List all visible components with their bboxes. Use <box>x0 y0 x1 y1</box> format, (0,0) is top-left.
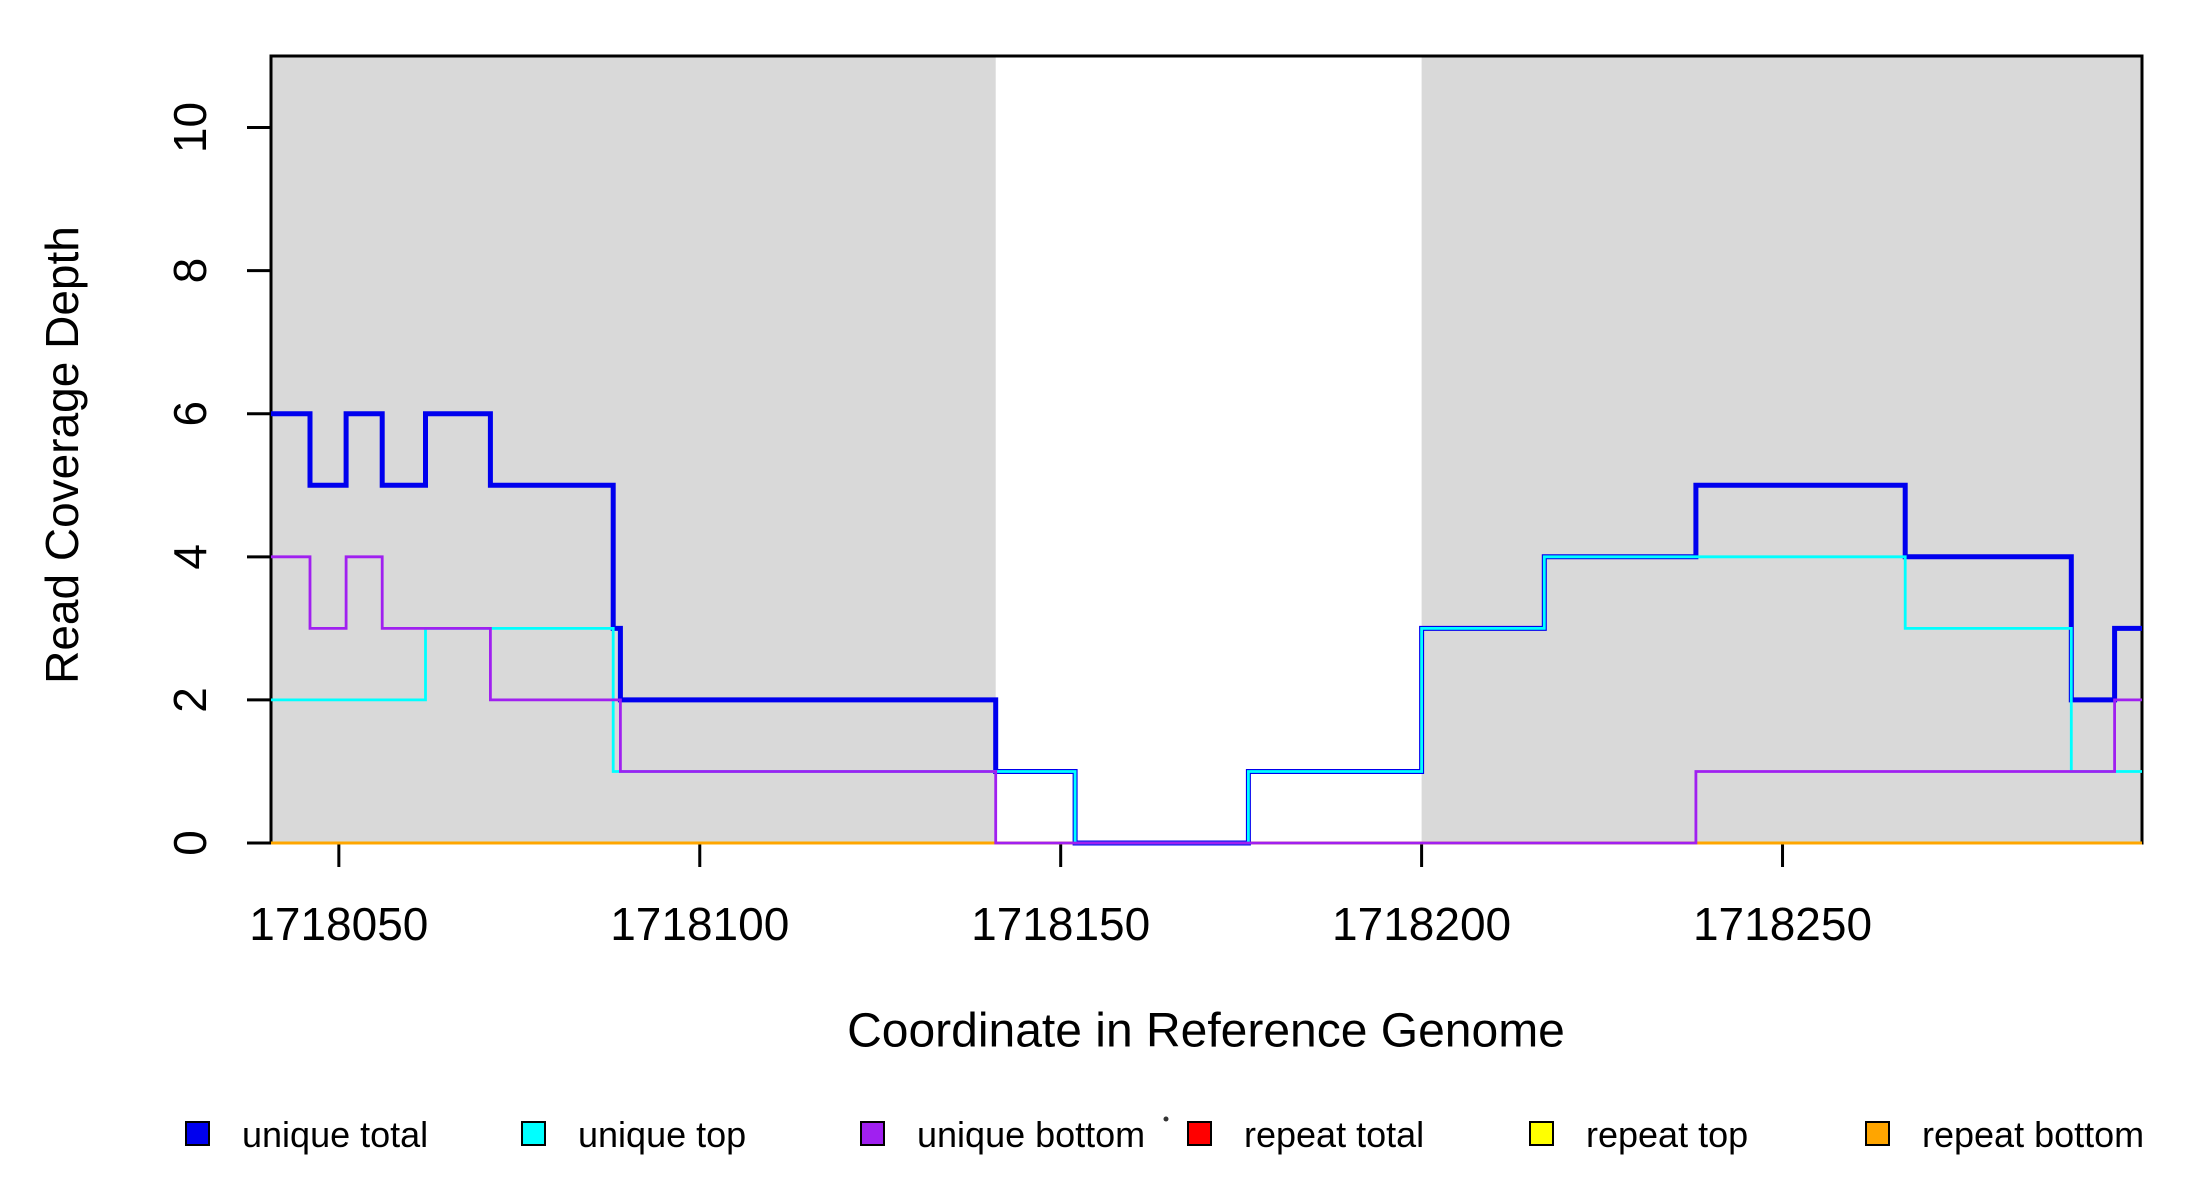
legend-swatch-repeat-bottom <box>1865 1121 1890 1146</box>
series-unique-bottom <box>271 555 2142 845</box>
x-axis-title: Coordinate in Reference Genome <box>847 1004 1565 1058</box>
x-tick-label: 1718200 <box>1332 898 1511 950</box>
y-tick-label: 4 <box>164 544 216 570</box>
y-tick-label: 6 <box>164 401 216 427</box>
x-tick-label: 1718150 <box>971 898 1150 950</box>
stray-dot <box>1163 1116 1169 1122</box>
masked-region <box>1421 56 2142 843</box>
legend-swatch-repeat-top <box>1529 1121 1554 1146</box>
legend-swatch-repeat-total <box>1187 1121 1212 1146</box>
x-tick-label: 1718050 <box>249 898 428 950</box>
legend-label-unique-total: unique total <box>242 1114 428 1155</box>
series-unique-top <box>271 555 2142 845</box>
legend-label-repeat-top: repeat top <box>1586 1114 1748 1155</box>
y-tick-label: 0 <box>164 830 216 856</box>
y-tick-label: 2 <box>164 687 216 713</box>
legend-swatch-unique-total <box>185 1121 210 1146</box>
legend-swatch-unique-top <box>521 1121 546 1146</box>
legend-label-unique-top: unique top <box>578 1114 746 1155</box>
legend-label-repeat-bottom: repeat bottom <box>1922 1114 2144 1155</box>
x-tick-label: 1718250 <box>1693 898 1872 950</box>
x-tick-label: 1718100 <box>610 898 789 950</box>
y-tick-label: 10 <box>164 102 216 153</box>
y-tick-label: 8 <box>164 258 216 284</box>
y-axis-title: Read Coverage Depth <box>36 226 88 684</box>
legend-label-repeat-total: repeat total <box>1244 1114 1424 1155</box>
legend-swatch-unique-bottom <box>860 1121 885 1146</box>
masked-region <box>271 56 996 843</box>
legend-label-unique-bottom: unique bottom <box>917 1114 1145 1155</box>
